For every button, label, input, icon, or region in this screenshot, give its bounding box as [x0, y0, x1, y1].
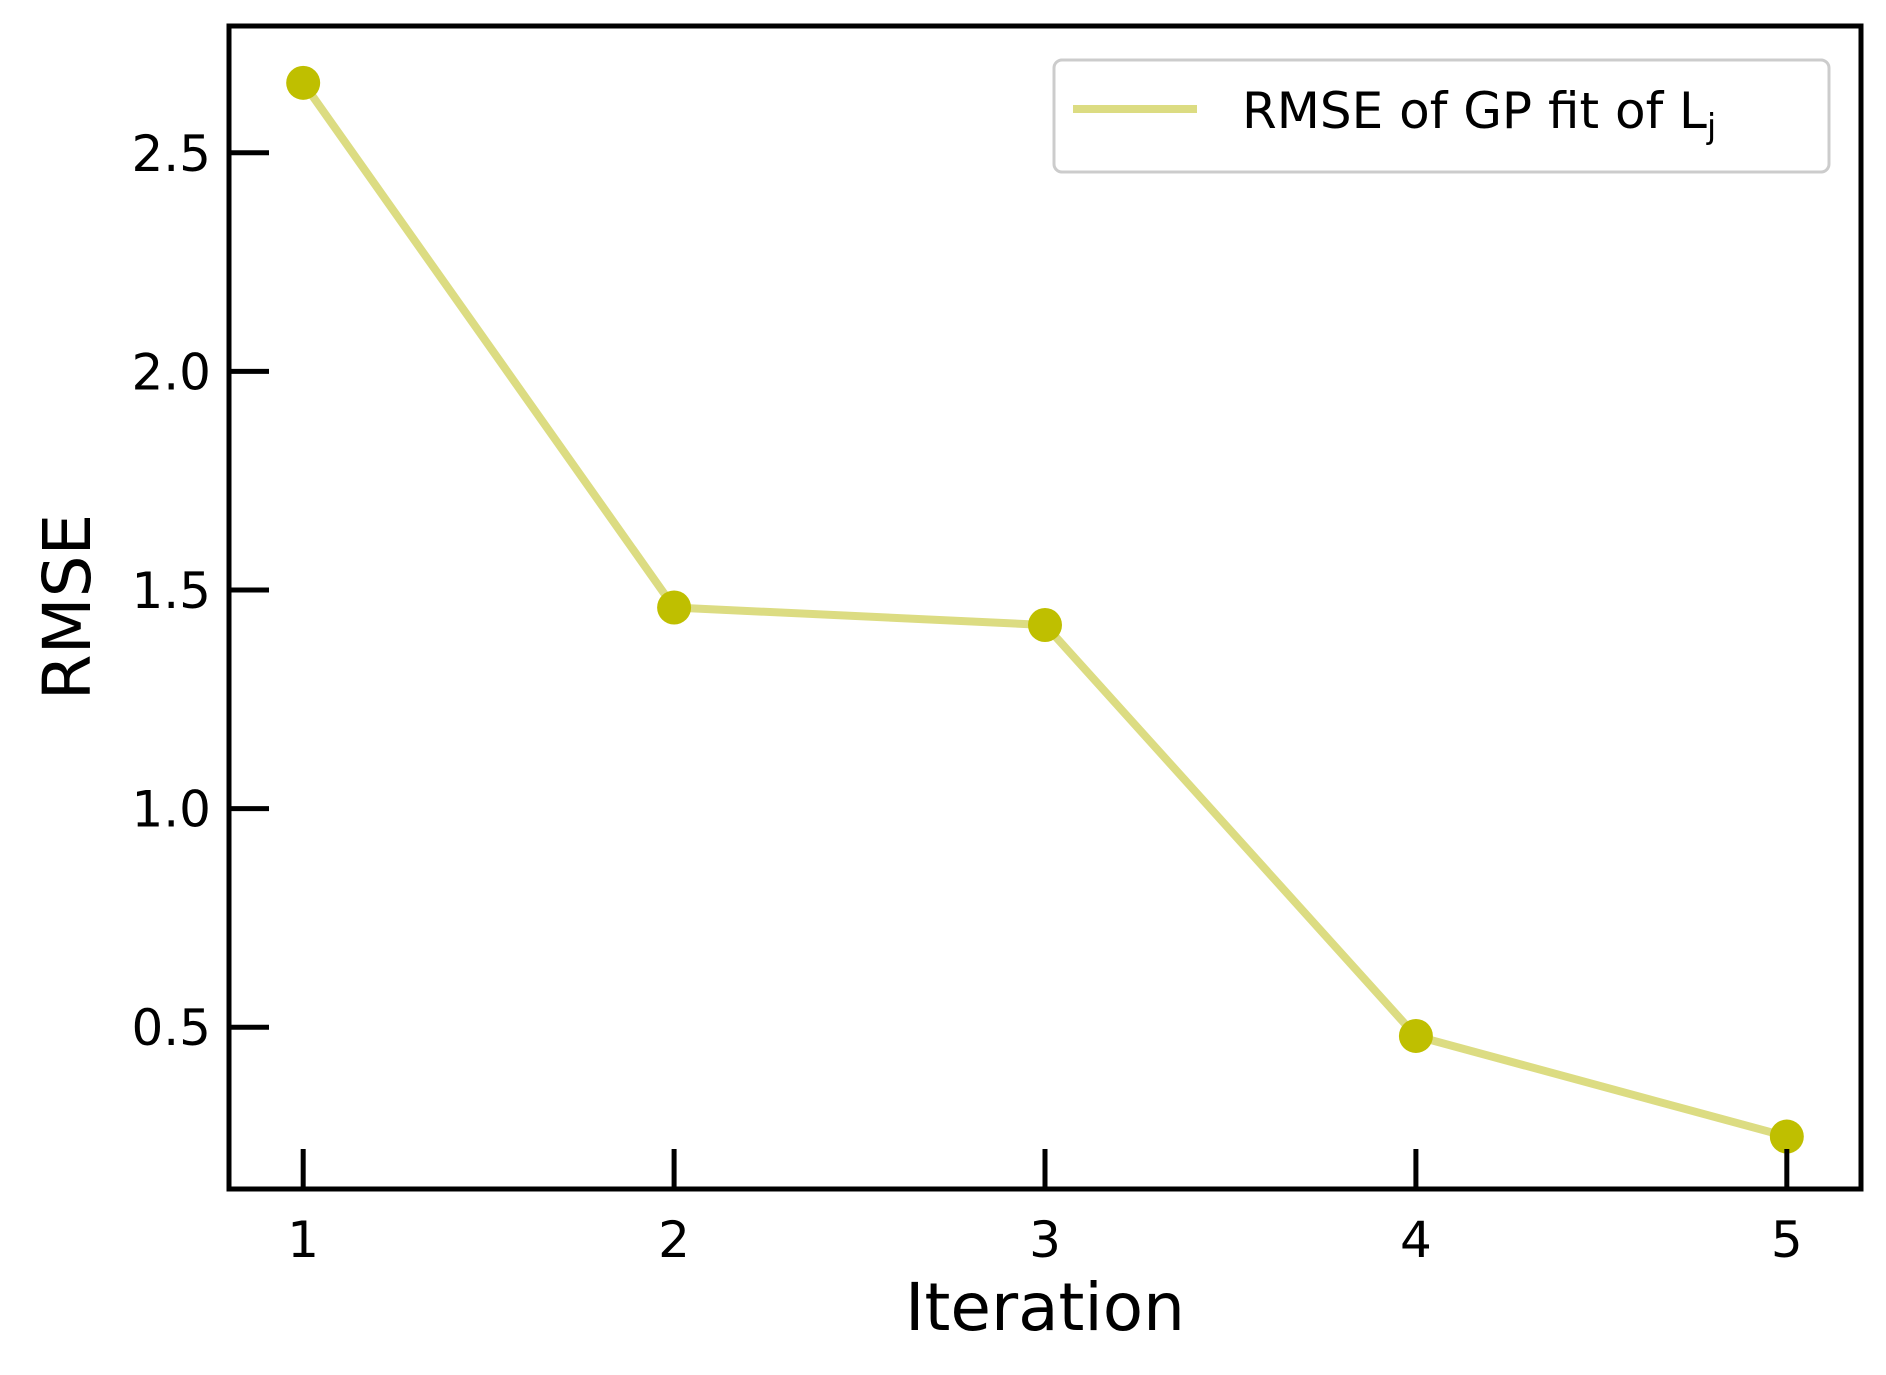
legend-box [1052, 58, 1831, 174]
y-tick-label: 1.0 [131, 781, 211, 839]
x-tick-label: 3 [1029, 1211, 1061, 1269]
data-point [657, 590, 692, 625]
data-point [286, 65, 321, 100]
data-point [1028, 607, 1062, 642]
series-layer [286, 65, 1804, 1154]
x-tick-label: 5 [1771, 1211, 1803, 1269]
tick-layer: 1 2 3 4 5 0.5 1.0 1.5 2.0 2.5 [131, 125, 1802, 1269]
x-tick-label: 2 [658, 1211, 690, 1269]
x-axis-title: Iteration [905, 1269, 1185, 1346]
legend-label-subscript: j [1706, 107, 1716, 147]
y-tick-label: 0.5 [131, 999, 211, 1057]
y-tick-label: 2.5 [131, 125, 211, 183]
legend: RMSE of GP fit of Lj [1052, 58, 1831, 174]
y-axis-title: RMSE [29, 514, 106, 700]
plot-frame [226, 23, 1864, 1192]
legend-label: RMSE of GP fit of Lj [1242, 82, 1716, 147]
data-point [1398, 1018, 1433, 1053]
data-point [1769, 1119, 1804, 1154]
x-tick-label: 4 [1400, 1211, 1432, 1269]
legend-label-main: RMSE of GP fit of L [1242, 82, 1707, 140]
x-tick-label: 1 [287, 1211, 319, 1269]
y-tick-label: 1.5 [131, 562, 211, 620]
y-tick-label: 2.0 [131, 343, 211, 401]
